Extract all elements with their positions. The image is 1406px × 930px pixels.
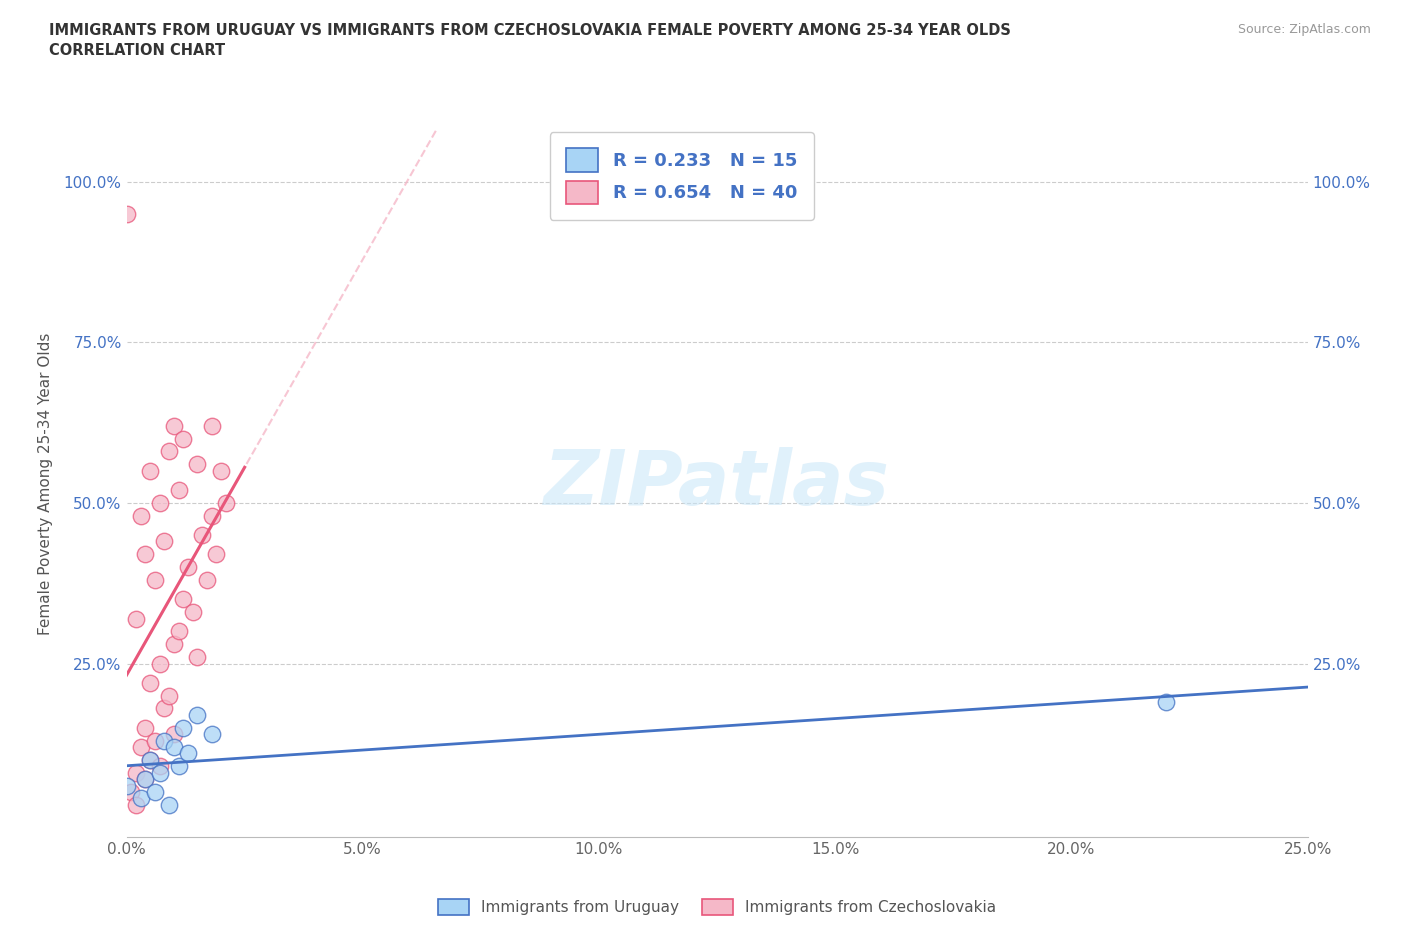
Point — [143, 573, 166, 588]
Point — [200, 726, 222, 741]
Point — [195, 573, 218, 588]
Point — [149, 496, 172, 511]
Point — [181, 604, 204, 619]
Point — [149, 656, 172, 671]
Point — [134, 547, 156, 562]
Point — [115, 206, 138, 221]
Point — [149, 759, 172, 774]
Point — [139, 752, 162, 767]
Point — [134, 721, 156, 736]
Point — [153, 534, 176, 549]
Point — [157, 688, 180, 703]
Point — [134, 772, 156, 787]
Point — [1154, 695, 1177, 710]
Point — [163, 418, 186, 433]
Point — [167, 483, 190, 498]
Point — [163, 739, 186, 754]
Point — [209, 463, 232, 478]
Point — [143, 785, 166, 800]
Point — [125, 611, 148, 626]
Point — [129, 739, 152, 754]
Point — [186, 650, 208, 665]
Point — [125, 765, 148, 780]
Point — [153, 701, 176, 716]
Point — [186, 708, 208, 723]
Point — [167, 759, 190, 774]
Point — [177, 746, 200, 761]
Point — [200, 509, 222, 524]
Point — [200, 418, 222, 433]
Point — [177, 560, 200, 575]
Point — [191, 527, 214, 542]
Point — [215, 496, 238, 511]
Point — [143, 733, 166, 748]
Text: CORRELATION CHART: CORRELATION CHART — [49, 43, 225, 58]
Point — [139, 752, 162, 767]
Y-axis label: Female Poverty Among 25-34 Year Olds: Female Poverty Among 25-34 Year Olds — [38, 332, 52, 635]
Point — [129, 791, 152, 806]
Point — [149, 765, 172, 780]
Point — [129, 509, 152, 524]
Point — [186, 457, 208, 472]
Point — [167, 624, 190, 639]
Text: ZIPatlas: ZIPatlas — [544, 446, 890, 521]
Point — [115, 778, 138, 793]
Point — [125, 797, 148, 812]
Point — [163, 637, 186, 652]
Text: IMMIGRANTS FROM URUGUAY VS IMMIGRANTS FROM CZECHOSLOVAKIA FEMALE POVERTY AMONG 2: IMMIGRANTS FROM URUGUAY VS IMMIGRANTS FR… — [49, 23, 1011, 38]
Point — [172, 432, 194, 446]
Text: Source: ZipAtlas.com: Source: ZipAtlas.com — [1237, 23, 1371, 36]
Point — [157, 444, 180, 458]
Legend: Immigrants from Uruguay, Immigrants from Czechoslovakia: Immigrants from Uruguay, Immigrants from… — [432, 893, 1002, 922]
Point — [139, 463, 162, 478]
Point — [163, 726, 186, 741]
Point — [172, 721, 194, 736]
Point — [153, 733, 176, 748]
Point — [172, 591, 194, 606]
Point — [205, 547, 228, 562]
Point — [120, 785, 142, 800]
Point — [134, 772, 156, 787]
Point — [139, 675, 162, 690]
Point — [157, 797, 180, 812]
